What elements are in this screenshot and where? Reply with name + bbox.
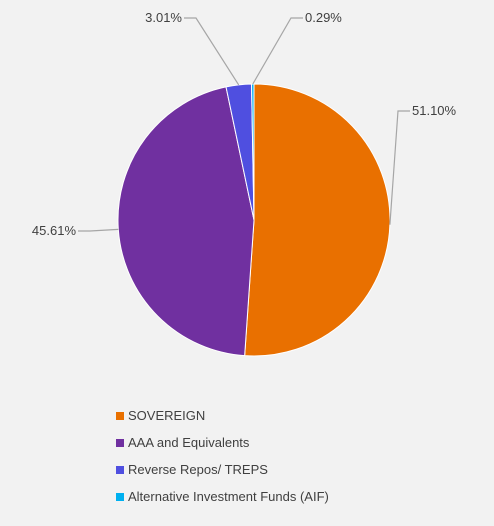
data-labels-layer: 51.10% 45.61% 3.01% 0.29% (32, 10, 457, 238)
legend-swatch (116, 411, 124, 420)
leader-line (184, 17, 240, 86)
legend-label: AAA and Equivalents (128, 435, 250, 450)
data-label: 51.10% (412, 103, 457, 118)
data-label: 0.29% (305, 10, 342, 25)
legend-swatch (116, 438, 124, 447)
pie-slice-alternative-investment-funds-aif (251, 83, 255, 221)
pie-chart-plot: 51.10% 45.61% 3.01% 0.29% (32, 10, 457, 357)
legend-label: SOVEREIGN (128, 408, 206, 423)
legend-label: Reverse Repos/ TREPS (128, 462, 268, 477)
legend: SOVEREIGN AAA and Equivalents Reverse Re… (116, 402, 329, 510)
legend-swatch (116, 492, 124, 501)
legend-item-aif: Alternative Investment Funds (AIF) (116, 483, 329, 510)
legend-label: Alternative Investment Funds (AIF) (128, 489, 329, 504)
leader-line (252, 17, 303, 85)
pie-slice-sovereign (244, 83, 391, 357)
slices-layer (117, 83, 391, 357)
legend-item-aaa: AAA and Equivalents (116, 429, 329, 456)
leader-line (389, 110, 410, 225)
legend-item-sovereign: SOVEREIGN (116, 402, 329, 429)
pie-slice-aaa-and-equivalents (117, 86, 255, 357)
leader-line (78, 228, 119, 232)
legend-swatch (116, 465, 124, 474)
legend-item-reverse-repos: Reverse Repos/ TREPS (116, 456, 329, 483)
data-label: 45.61% (32, 223, 77, 238)
data-label: 3.01% (145, 10, 182, 25)
leader-lines-layer (78, 17, 410, 232)
